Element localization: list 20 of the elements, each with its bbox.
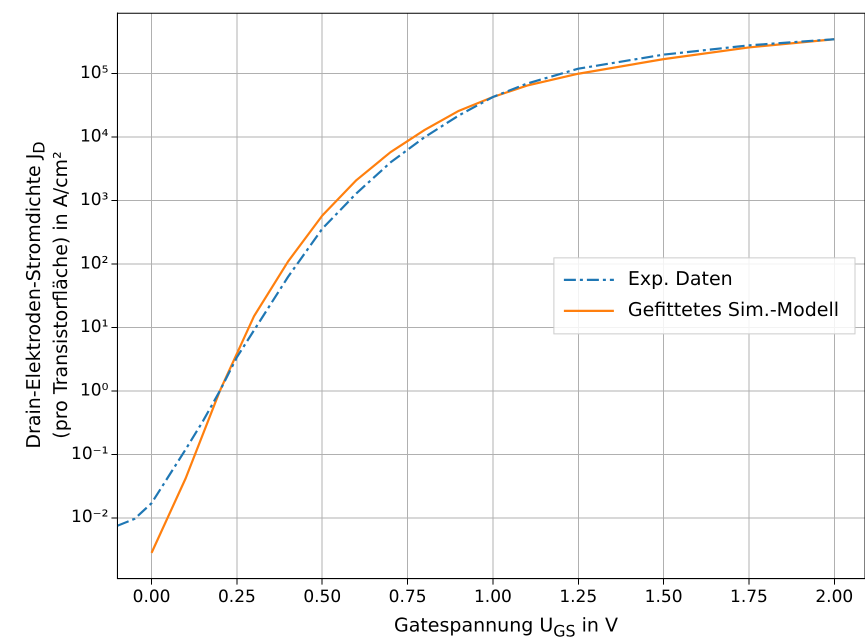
y-tick-label: 10¹: [80, 316, 108, 337]
y-tick-label: 10³: [80, 190, 108, 210]
y-tick-label: 10²: [80, 253, 108, 274]
legend-label: Gefittetes Sim.-Modell: [628, 298, 840, 321]
y-tick-label: 10⁻²: [71, 507, 108, 528]
x-tick-label: 0.25: [218, 587, 256, 608]
legend-label: Exp. Daten: [628, 268, 733, 290]
x-tick-label: 1.25: [559, 587, 598, 608]
y-tick-label: 10⁰: [80, 380, 109, 400]
x-tick-label: 0.75: [388, 587, 427, 608]
x-tick-label: 0.50: [303, 587, 342, 608]
x-tick-label: 0.00: [132, 587, 170, 608]
x-tick-label: 1.50: [644, 587, 683, 608]
x-tick-label: 2.00: [815, 587, 854, 608]
x-tick-label: 1.75: [730, 587, 768, 608]
y-tick-label: 10⁵: [80, 63, 108, 84]
y-tick-label: 10⁻¹: [71, 444, 108, 464]
x-axis-title: Gatespannung U$_{GS}$ in V: [394, 614, 618, 639]
y-tick-label: 10⁴: [80, 126, 109, 147]
x-tick-label: 1.00: [474, 587, 512, 608]
